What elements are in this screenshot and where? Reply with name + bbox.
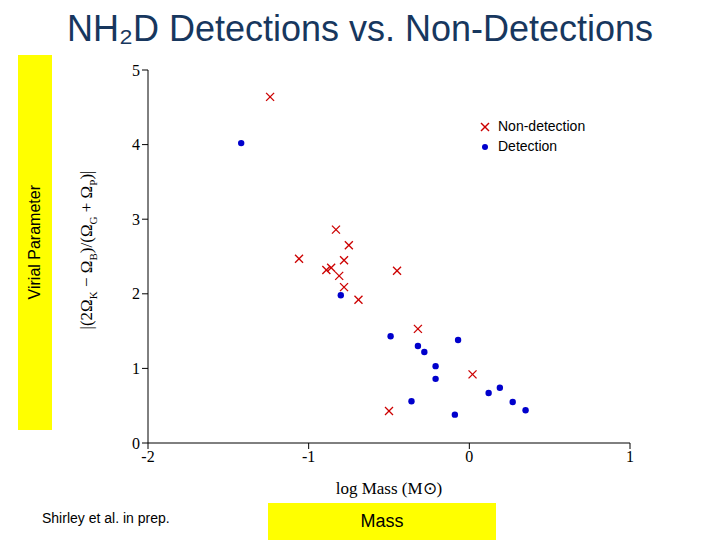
html-text:Ω: Ω <box>77 224 97 238</box>
html-text:Ω: Ω <box>77 185 97 199</box>
html-text:Mass: Mass <box>360 511 404 531</box>
svg-text:4: 4 <box>132 136 140 153</box>
html-text:G: G <box>86 216 99 225</box>
html-text:log Mass (M⊙): log Mass (M⊙) <box>335 479 443 498</box>
html-text:NH₂D Detections vs. Non-Detect: NH₂D Detections vs. Non-Detections <box>66 8 654 49</box>
svg-text:1: 1 <box>132 360 140 377</box>
svg-text:3: 3 <box>132 211 140 228</box>
svg-text:-2: -2 <box>141 448 154 465</box>
html-text:Detection: Detection <box>498 138 558 154</box>
svg-text:0: 0 <box>465 448 473 465</box>
html-text:Ω: Ω <box>77 299 97 312</box>
html-text:P: P <box>86 179 99 186</box>
html-text:Shirley et al. in prep.: Shirley et al. in prep. <box>42 510 170 526</box>
svg-text:-1: -1 <box>302 448 315 465</box>
svg-text:0: 0 <box>132 435 140 452</box>
svg-text:1: 1 <box>626 448 634 465</box>
html-text:B: B <box>86 253 99 261</box>
svg-text:5: 5 <box>132 62 140 79</box>
html-text:K: K <box>86 291 99 300</box>
svg-text:2: 2 <box>132 285 140 302</box>
html-text:Virial Parameter: Virial Parameter <box>26 185 43 300</box>
html-text:Ω: Ω <box>77 260 97 274</box>
html-text:|(2: |(2 <box>77 311 97 330</box>
html-text:Non-detection: Non-detection <box>498 118 586 134</box>
